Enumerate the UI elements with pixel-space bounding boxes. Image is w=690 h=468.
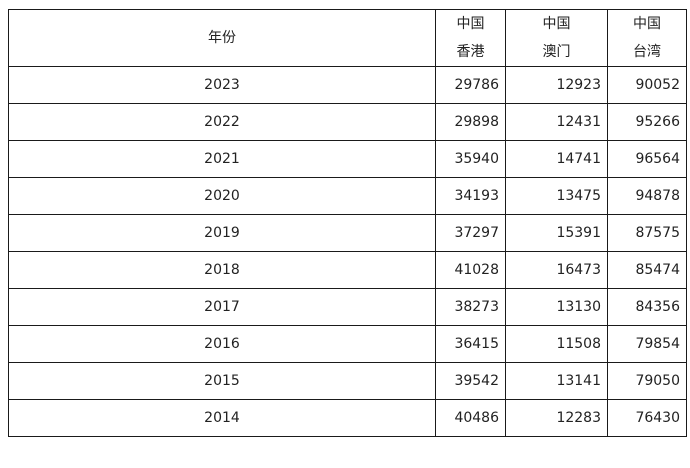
cell-taiwan: 79050 [607, 362, 687, 400]
cell-macau: 12283 [505, 399, 608, 437]
table-row: 2016 36415 11508 79854 [8, 325, 687, 363]
cell-macau: 13130 [505, 288, 608, 326]
cell-taiwan: 90052 [607, 66, 687, 104]
cell-macau: 12923 [505, 66, 608, 104]
cell-year: 2020 [8, 177, 436, 215]
table-row: 2023 29786 12923 90052 [8, 66, 687, 104]
table-row: 2020 34193 13475 94878 [8, 177, 687, 215]
cell-hong-kong: 37297 [435, 214, 506, 252]
cell-year: 2018 [8, 251, 436, 289]
table-body: 2023 29786 12923 90052 2022 29898 12431 … [8, 66, 687, 437]
cell-taiwan: 94878 [607, 177, 687, 215]
header-hong-kong-line1: 中国 [456, 16, 485, 32]
cell-macau: 15391 [505, 214, 608, 252]
table-row: 2018 41028 16473 85474 [8, 251, 687, 289]
cell-macau: 13141 [505, 362, 608, 400]
table-row: 2015 39542 13141 79050 [8, 362, 687, 400]
cell-year: 2016 [8, 325, 436, 363]
cell-year: 2014 [8, 399, 436, 437]
cell-year: 2022 [8, 103, 436, 141]
header-macau-line1: 中国 [542, 16, 571, 32]
cell-hong-kong: 39542 [435, 362, 506, 400]
header-hong-kong: 中国 香港 [435, 9, 506, 67]
header-taiwan: 中国 台湾 [607, 9, 687, 67]
header-macau: 中国 澳门 [505, 9, 608, 67]
header-year: 年份 [8, 9, 436, 67]
header-taiwan-line1: 中国 [633, 16, 661, 32]
cell-macau: 13475 [505, 177, 608, 215]
cell-taiwan: 85474 [607, 251, 687, 289]
table-header: 年份 中国 香港 中国 澳门 中国 台湾 [8, 9, 687, 67]
table-row: 2019 37297 15391 87575 [8, 214, 687, 252]
cell-macau: 16473 [505, 251, 608, 289]
cell-macau: 14741 [505, 140, 608, 178]
table-row: 2021 35940 14741 96564 [8, 140, 687, 178]
cell-hong-kong: 36415 [435, 325, 506, 363]
cell-taiwan: 79854 [607, 325, 687, 363]
cell-hong-kong: 34193 [435, 177, 506, 215]
table-row: 2014 40486 12283 76430 [8, 399, 687, 437]
cell-taiwan: 95266 [607, 103, 687, 141]
cell-hong-kong: 29786 [435, 66, 506, 104]
cell-year: 2019 [8, 214, 436, 252]
cell-year: 2015 [8, 362, 436, 400]
header-taiwan-line2: 台湾 [633, 44, 661, 60]
cell-year: 2017 [8, 288, 436, 326]
cell-macau: 11508 [505, 325, 608, 363]
cell-year: 2023 [8, 66, 436, 104]
cell-hong-kong: 29898 [435, 103, 506, 141]
data-table: 年份 中国 香港 中国 澳门 中国 台湾 2023 29786 12923 90… [8, 9, 687, 437]
header-macau-line2: 澳门 [542, 44, 571, 60]
header-hong-kong-line2: 香港 [456, 44, 485, 60]
cell-hong-kong: 40486 [435, 399, 506, 437]
cell-macau: 12431 [505, 103, 608, 141]
cell-hong-kong: 35940 [435, 140, 506, 178]
cell-taiwan: 96564 [607, 140, 687, 178]
table-row: 2017 38273 13130 84356 [8, 288, 687, 326]
cell-taiwan: 87575 [607, 214, 687, 252]
cell-year: 2021 [8, 140, 436, 178]
cell-taiwan: 84356 [607, 288, 687, 326]
header-row: 年份 中国 香港 中国 澳门 中国 台湾 [8, 9, 687, 67]
cell-taiwan: 76430 [607, 399, 687, 437]
cell-hong-kong: 41028 [435, 251, 506, 289]
cell-hong-kong: 38273 [435, 288, 506, 326]
table-row: 2022 29898 12431 95266 [8, 103, 687, 141]
